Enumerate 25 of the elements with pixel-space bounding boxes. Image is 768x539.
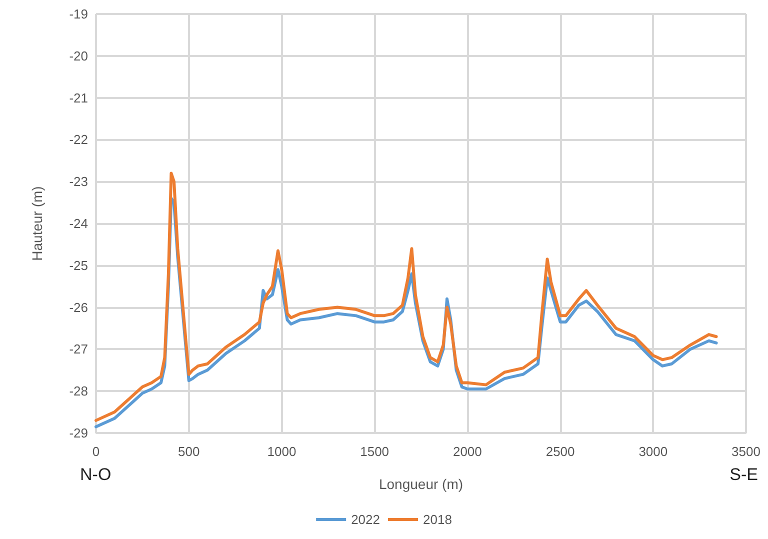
- legend-label: 2018: [423, 512, 452, 527]
- text: N-O: [80, 465, 112, 484]
- x-axis-title: Longueur (m): [378, 476, 464, 492]
- x-tick-label: 2500: [546, 444, 575, 459]
- x-tick-label: 3500: [732, 444, 760, 459]
- text: S-E: [730, 465, 758, 484]
- y-axis-title: Hauteur (m): [29, 186, 45, 261]
- y-tick-label: -20: [69, 48, 88, 64]
- y-tick-label: -25: [69, 258, 88, 273]
- y-tick-label: -26: [69, 300, 88, 315]
- y-tick-label: -28: [69, 384, 88, 399]
- x-tick-label: 500: [178, 444, 200, 459]
- x-tick-label: 1500: [360, 444, 390, 459]
- y-tick-label: -21: [69, 90, 88, 106]
- y-tick-label: -19: [69, 6, 88, 22]
- x-tick-label: 1000: [267, 444, 296, 459]
- legend-label: 2022: [351, 512, 380, 527]
- y-tick-label: -29: [69, 426, 88, 440]
- y-tick-label: -22: [69, 132, 88, 148]
- y-tick-label: -27: [69, 342, 88, 357]
- y-tick-label: -23: [69, 174, 88, 190]
- x-tick-label: 2000: [452, 444, 482, 459]
- x-tick-label: 3000: [638, 444, 668, 459]
- x-tick-label: 0: [92, 444, 100, 459]
- y-tick-label: -24: [69, 216, 88, 231]
